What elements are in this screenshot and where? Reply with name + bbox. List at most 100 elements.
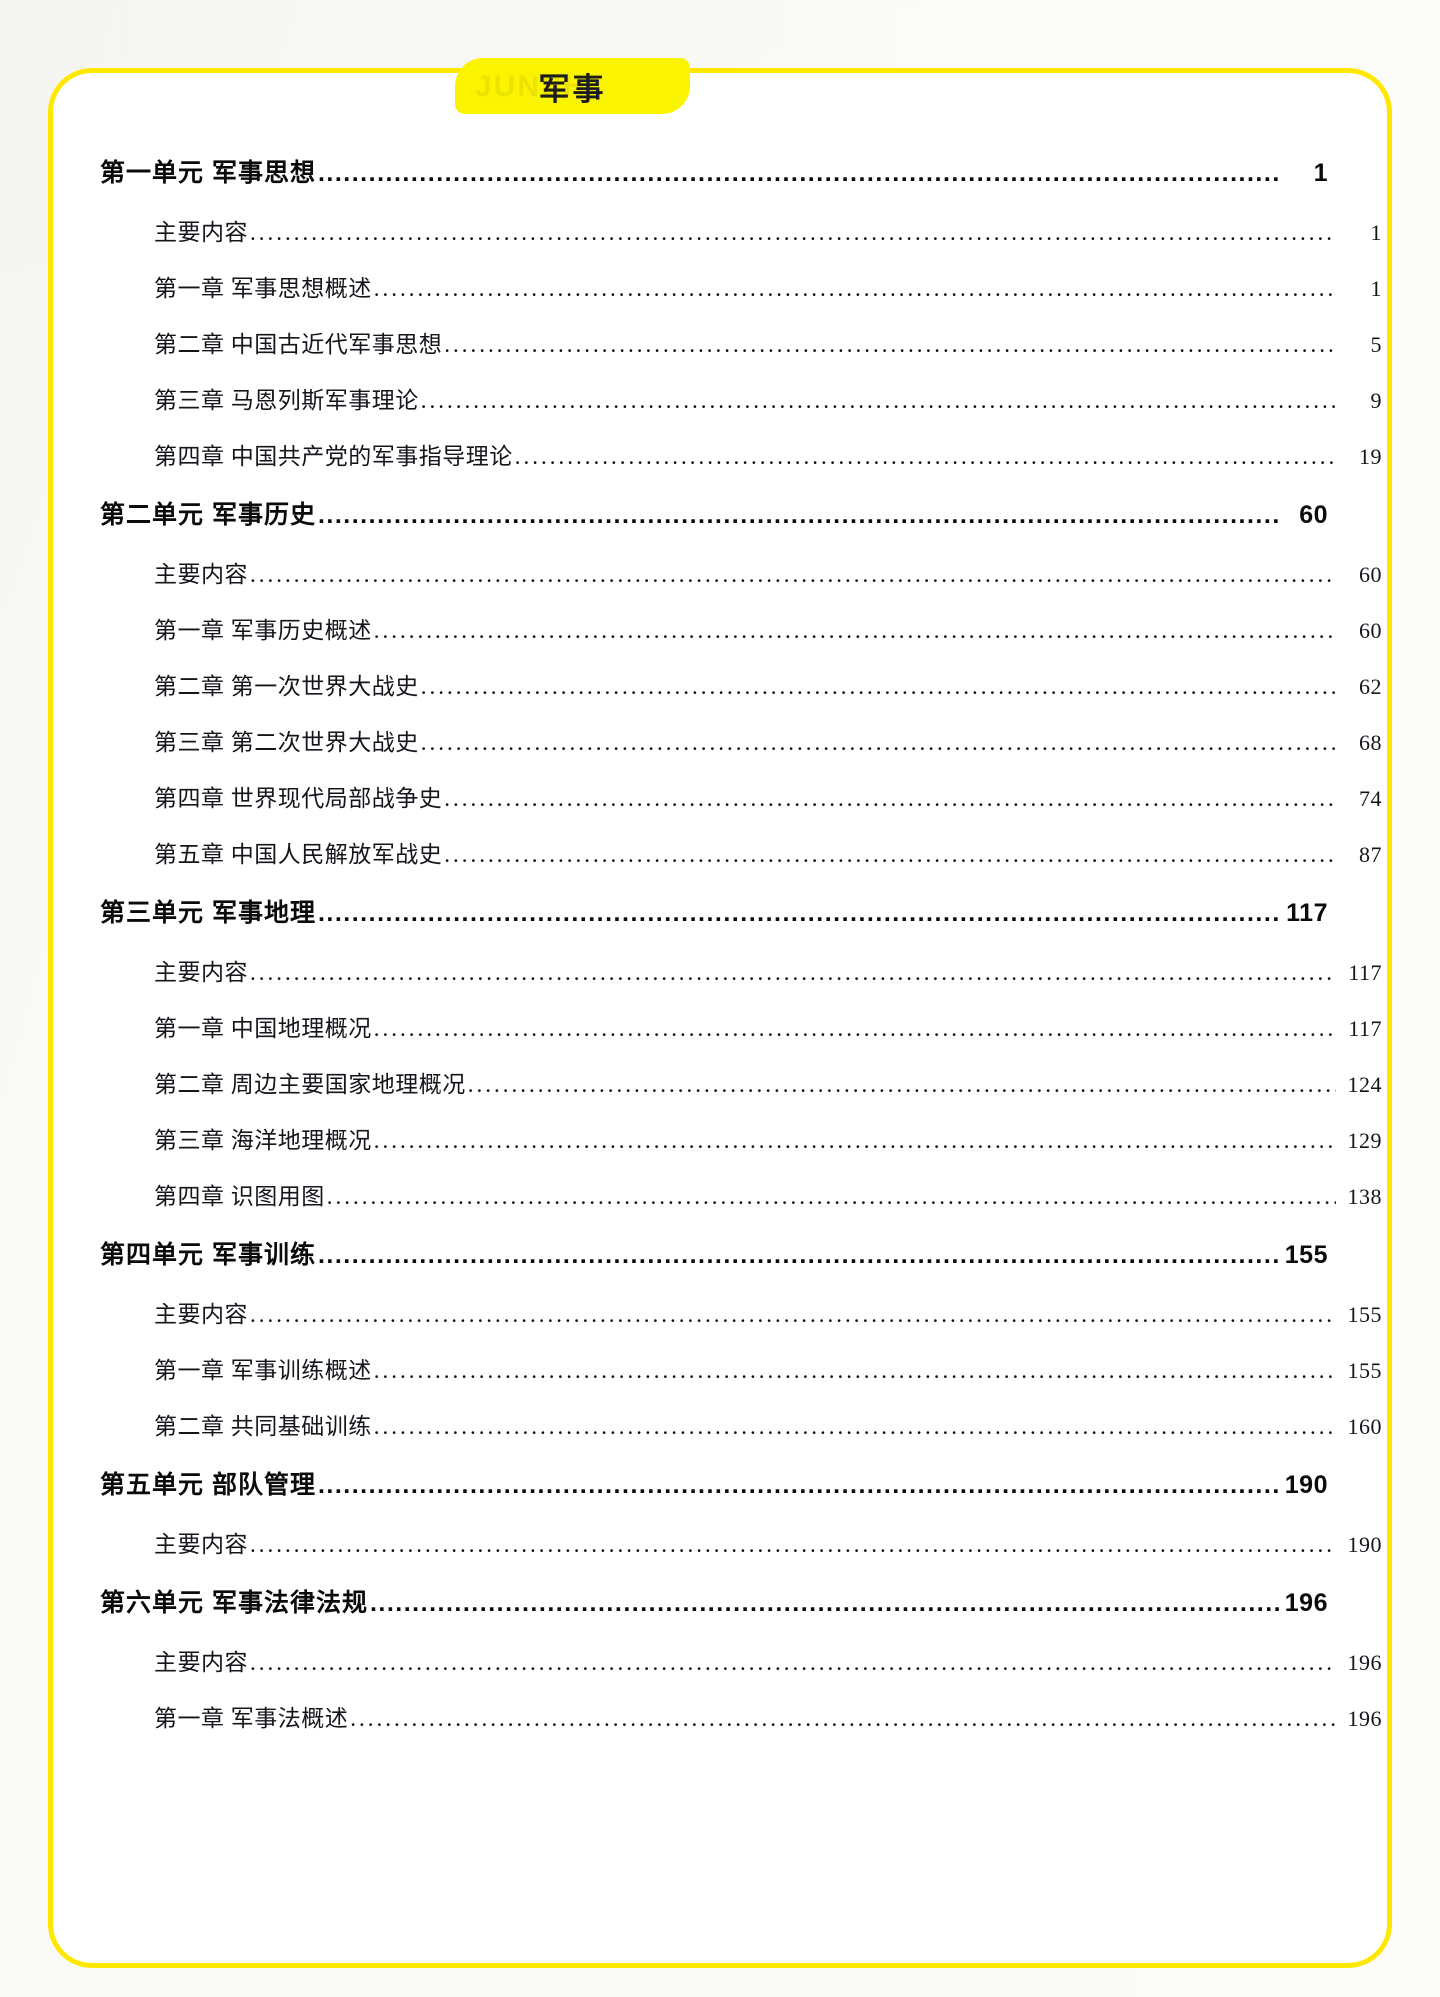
toc-chapter-row[interactable]: 主要内容 1: [100, 202, 1382, 258]
toc-chapter-row[interactable]: 第五章 中国人民解放军战史 87: [100, 824, 1382, 880]
toc-leader-dots: [250, 1532, 1336, 1555]
toc-entry-label: 主要内容: [154, 1650, 248, 1675]
toc-page-number: 19: [1359, 444, 1382, 469]
toc-chapter-row[interactable]: 第一章 军事法概述 196: [100, 1688, 1382, 1744]
toc-leader-dots: [444, 786, 1336, 809]
toc-entry-label: 第一章 军事法概述: [154, 1706, 349, 1731]
toc-leader-dots: [515, 444, 1336, 467]
toc-page-number: 190: [1284, 1471, 1328, 1499]
toc-leader-dots: [374, 1358, 1336, 1381]
toc-entry-label: 第三章 马恩列斯军事理论: [154, 388, 419, 413]
table-of-contents: 第一单元 军事思想 1 主要内容 1 第一章 军事思想概述 1 第二章 中国古近代军事思想 5…: [100, 140, 1382, 1744]
toc-leader-dots: [250, 960, 1336, 983]
toc-chapter-row[interactable]: 第四章 世界现代局部战争史 74: [100, 768, 1382, 824]
toc-page-number: 196: [1347, 1706, 1382, 1731]
toc-leader-dots: [374, 1414, 1336, 1437]
toc-entry-label: 第一单元 军事思想: [100, 159, 316, 187]
toc-entry-label: 第一章 中国地理概况: [154, 1016, 372, 1041]
toc-chapter-row[interactable]: 第二章 中国古近代军事思想 5: [100, 314, 1382, 370]
toc-leader-dots: [468, 1072, 1336, 1095]
toc-entry-label: 第三单元 军事地理: [100, 899, 316, 927]
toc-chapter-row[interactable]: 第三章 马恩列斯军事理论 9: [100, 370, 1382, 426]
toc-entry-label: 第二章 周边主要国家地理概况: [154, 1072, 466, 1097]
toc-page-number: 5: [1370, 332, 1382, 357]
toc-entry-label: 主要内容: [154, 1532, 248, 1557]
toc-chapter-row[interactable]: 第四章 中国共产党的军事指导理论 19: [100, 426, 1382, 482]
toc-entry-label: 第四章 中国共产党的军事指导理论: [154, 444, 513, 469]
toc-page-number: 1: [1370, 276, 1382, 301]
toc-chapter-row[interactable]: 主要内容 60: [100, 544, 1382, 600]
toc-chapter-row[interactable]: 主要内容 196: [100, 1632, 1382, 1688]
toc-chapter-row[interactable]: 第一章 军事思想概述 1: [100, 258, 1382, 314]
toc-chapter-row[interactable]: 第四章 识图用图 138: [100, 1166, 1382, 1222]
toc-leader-dots: [370, 1589, 1282, 1614]
toc-leader-dots: [250, 562, 1336, 585]
title-watermark: JUNSHI: [475, 70, 598, 103]
toc-page-number: 190: [1347, 1532, 1382, 1557]
toc-leader-dots: [318, 159, 1282, 184]
toc-leader-dots: [318, 1241, 1282, 1266]
toc-leader-dots: [327, 1184, 1336, 1207]
toc-unit-row[interactable]: 第四单元 军事训练 155: [100, 1222, 1328, 1284]
toc-entry-label: 第一章 军事思想概述: [154, 276, 372, 301]
toc-leader-dots: [421, 674, 1336, 697]
toc-chapter-row[interactable]: 主要内容 155: [100, 1284, 1382, 1340]
toc-entry-label: 第四章 世界现代局部战争史: [154, 786, 443, 811]
toc-unit-row[interactable]: 第二单元 军事历史 60: [100, 482, 1328, 544]
toc-chapter-row[interactable]: 主要内容 117: [100, 942, 1382, 998]
toc-leader-dots: [318, 501, 1282, 526]
toc-page-number: 196: [1284, 1589, 1328, 1617]
toc-leader-dots: [374, 276, 1336, 299]
toc-unit-row[interactable]: 第六单元 军事法律法规 196: [100, 1570, 1328, 1632]
toc-leader-dots: [374, 1016, 1336, 1039]
toc-entry-label: 第六单元 军事法律法规: [100, 1589, 368, 1617]
toc-chapter-row[interactable]: 第二章 第一次世界大战史 62: [100, 656, 1382, 712]
toc-chapter-row[interactable]: 第一章 军事训练概述 155: [100, 1340, 1382, 1396]
toc-chapter-row[interactable]: 第一章 军事历史概述 60: [100, 600, 1382, 656]
toc-page-number: 74: [1359, 786, 1382, 811]
toc-leader-dots: [250, 1302, 1336, 1325]
toc-entry-label: 第四章 识图用图: [154, 1184, 325, 1209]
toc-page-number: 155: [1347, 1302, 1382, 1327]
toc-chapter-row[interactable]: 第三章 第二次世界大战史 68: [100, 712, 1382, 768]
toc-unit-row[interactable]: 第三单元 军事地理 117: [100, 880, 1328, 942]
toc-leader-dots: [250, 1650, 1336, 1673]
toc-entry-label: 第二章 中国古近代军事思想: [154, 332, 443, 357]
toc-page-number: 155: [1284, 1241, 1328, 1269]
toc-page-number: 117: [1348, 1016, 1382, 1041]
toc-unit-row[interactable]: 第一单元 军事思想 1: [100, 140, 1328, 202]
toc-page-number: 129: [1347, 1128, 1382, 1153]
toc-entry-label: 主要内容: [154, 960, 248, 985]
toc-leader-dots: [318, 1471, 1282, 1496]
toc-page-number: 68: [1359, 730, 1382, 755]
toc-entry-label: 主要内容: [154, 1302, 248, 1327]
toc-chapter-row[interactable]: 第一章 中国地理概况 117: [100, 998, 1382, 1054]
toc-entry-label: 第五单元 部队管理: [100, 1471, 316, 1499]
toc-page-number: 60: [1359, 618, 1382, 643]
toc-page-number: 87: [1359, 842, 1382, 867]
toc-leader-dots: [350, 1706, 1336, 1729]
toc-page-number: 160: [1347, 1414, 1382, 1439]
toc-entry-label: 第一章 军事训练概述: [154, 1358, 372, 1383]
toc-chapter-row[interactable]: 主要内容 190: [100, 1514, 1382, 1570]
toc-page-number: 62: [1359, 674, 1382, 699]
toc-leader-dots: [250, 220, 1336, 243]
toc-entry-label: 主要内容: [154, 220, 248, 245]
toc-leader-dots: [444, 332, 1336, 355]
toc-page-number: 196: [1347, 1650, 1382, 1675]
toc-page-number: 9: [1370, 388, 1382, 413]
toc-entry-label: 第三章 海洋地理概况: [154, 1128, 372, 1153]
toc-entry-label: 第二单元 军事历史: [100, 501, 316, 529]
toc-chapter-row[interactable]: 第三章 海洋地理概况 129: [100, 1110, 1382, 1166]
toc-page-number: 60: [1299, 501, 1328, 529]
toc-page-number: 155: [1347, 1358, 1382, 1383]
toc-chapter-row[interactable]: 第二章 周边主要国家地理概况 124: [100, 1054, 1382, 1110]
toc-page-number: 117: [1348, 960, 1382, 985]
toc-unit-row[interactable]: 第五单元 部队管理 190: [100, 1452, 1328, 1514]
toc-leader-dots: [318, 899, 1282, 924]
toc-leader-dots: [374, 618, 1336, 641]
toc-entry-label: 第二章 第一次世界大战史: [154, 674, 419, 699]
toc-chapter-row[interactable]: 第二章 共同基础训练 160: [100, 1396, 1382, 1452]
toc-entry-label: 第二章 共同基础训练: [154, 1414, 372, 1439]
toc-entry-label: 第一章 军事历史概述: [154, 618, 372, 643]
